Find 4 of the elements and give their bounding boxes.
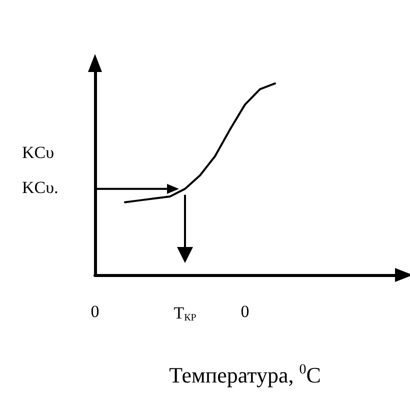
x-tick-label: 0 — [240, 302, 250, 321]
text: KCυ. — [22, 178, 58, 197]
text: KCυ — [22, 142, 54, 162]
x-tick-label: 0 — [90, 302, 100, 321]
